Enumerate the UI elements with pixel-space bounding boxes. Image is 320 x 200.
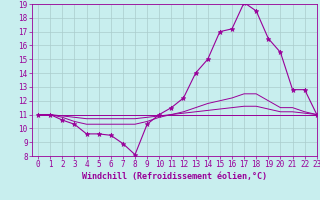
X-axis label: Windchill (Refroidissement éolien,°C): Windchill (Refroidissement éolien,°C): [82, 172, 267, 181]
